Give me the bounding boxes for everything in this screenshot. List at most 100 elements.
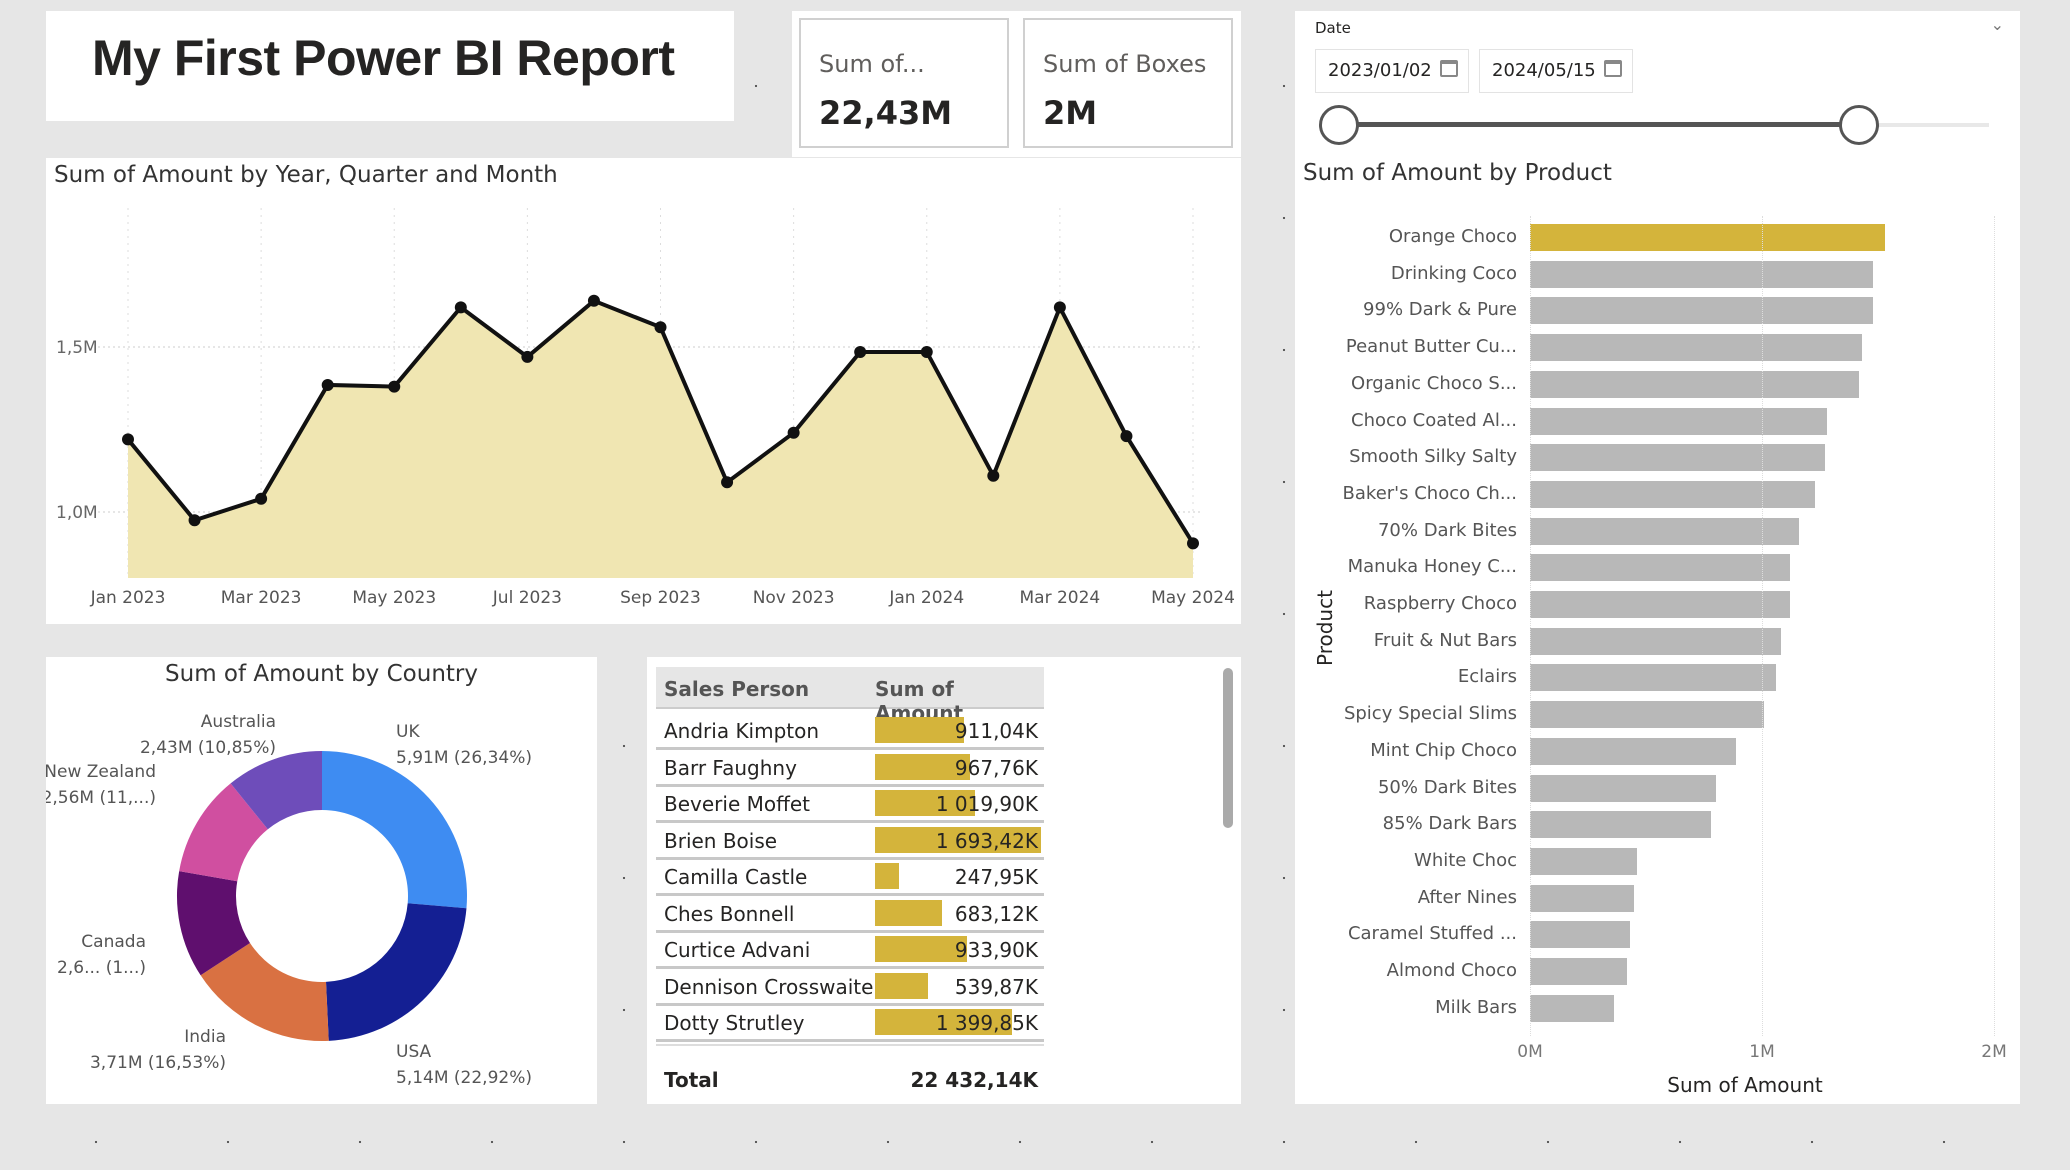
product-bar[interactable]: [1530, 480, 1816, 508]
product-bar[interactable]: [1530, 664, 1776, 692]
data-point[interactable]: [1187, 537, 1199, 550]
donut-chart-visual[interactable]: Sum of Amount by Country UK 5,91M (26,34%…: [46, 657, 597, 1104]
amount-value: 1 693,42K: [935, 828, 1038, 853]
data-point[interactable]: [654, 321, 667, 334]
data-point[interactable]: [321, 378, 334, 391]
data-point[interactable]: [1053, 301, 1066, 314]
product-bar[interactable]: [1530, 847, 1637, 875]
calendar-icon[interactable]: [1440, 60, 1458, 77]
data-bar: [875, 826, 1041, 853]
product-chart-title: Sum of Amount by Product: [1303, 160, 1612, 186]
donut-slice-australia[interactable]: [230, 751, 322, 830]
slice-value-label: 5,14M (22,92%): [396, 1068, 532, 1088]
product-bar[interactable]: [1530, 884, 1635, 912]
data-bar: [875, 753, 970, 780]
table-scrollbar[interactable]: [1223, 668, 1233, 828]
product-bar[interactable]: [1530, 958, 1628, 985]
table-header: Sales Person Sum of Amount: [656, 667, 1044, 725]
donut-slice-canada[interactable]: [177, 871, 251, 976]
category-label: Choco Coated Al...: [1351, 409, 1517, 431]
data-point[interactable]: [255, 492, 268, 505]
data-point[interactable]: [721, 476, 734, 489]
data-point[interactable]: [787, 426, 800, 439]
data-point[interactable]: [188, 514, 201, 527]
amount-value: 1 399,85K: [935, 1011, 1038, 1035]
product-bar[interactable]: [1530, 407, 1827, 435]
kpi-card-sum-amount[interactable]: Sum of... 22,43M: [799, 18, 1009, 148]
product-bar[interactable]: [1530, 334, 1862, 362]
kpi-label: Sum of Boxes: [1043, 50, 1207, 78]
product-bar[interactable]: [1530, 517, 1800, 545]
data-point[interactable]: [388, 380, 401, 393]
category-label: 70% Dark Bites: [1377, 519, 1517, 541]
table-row[interactable]: Barr Faughny 967,76K: [656, 750, 1044, 787]
data-point[interactable]: [454, 301, 467, 314]
line-chart-title: Sum of Amount by Year, Quarter and Month: [54, 162, 558, 188]
x-gridline: [1994, 216, 1995, 1036]
data-point[interactable]: [987, 469, 1000, 482]
data-bar: [875, 717, 965, 743]
end-date-input[interactable]: 2024/05/15: [1479, 49, 1633, 93]
calendar-icon[interactable]: [1604, 60, 1622, 77]
slider-handle-end[interactable]: [1839, 105, 1879, 145]
product-bar[interactable]: [1530, 701, 1765, 729]
data-point[interactable]: [1120, 430, 1133, 443]
kpi-card-sum-boxes[interactable]: Sum of Boxes 2M: [1023, 18, 1233, 148]
sales-person-name: Camilla Castle: [664, 865, 808, 889]
product-bar[interactable]: [1530, 994, 1614, 1022]
table-row[interactable]: Curtice Advani 933,90K: [656, 932, 1044, 969]
sales-person-name: Dotty Strutley: [664, 1011, 805, 1035]
product-bar[interactable]: [1530, 627, 1781, 655]
product-bar[interactable]: [1530, 260, 1874, 288]
product-bar[interactable]: [1530, 811, 1711, 839]
category-label: Smooth Silky Salty: [1349, 446, 1517, 468]
kpi-label: Sum of...: [819, 50, 925, 78]
table-divider: [656, 1044, 1044, 1046]
total-label: Total: [664, 1068, 719, 1092]
product-bar[interactable]: [1530, 444, 1825, 472]
table-row[interactable]: Dotty Strutley 1 399,85K: [656, 1005, 1044, 1042]
column-header-sales-person[interactable]: Sales Person: [664, 677, 810, 701]
data-point[interactable]: [521, 350, 534, 363]
donut-slice-new-zealand[interactable]: [179, 783, 268, 882]
data-point[interactable]: [854, 345, 867, 358]
donut-slice-india[interactable]: [200, 943, 329, 1041]
product-bar[interactable]: [1530, 774, 1716, 802]
category-label: Mint Chip Choco: [1370, 739, 1517, 761]
product-bar[interactable]: [1530, 554, 1790, 582]
x-tick-label: 1M: [1749, 1042, 1775, 1062]
chevron-down-icon[interactable]: ⌄: [1990, 15, 2004, 34]
sales-person-name: Barr Faughny: [664, 755, 797, 780]
table-row[interactable]: Brien Boise 1 693,42K: [656, 823, 1044, 860]
start-date-value: 2023/01/02: [1328, 60, 1432, 81]
start-date-input[interactable]: 2023/01/02: [1315, 49, 1469, 93]
donut-slice-uk[interactable]: [322, 751, 467, 909]
data-point[interactable]: [920, 345, 933, 358]
data-point[interactable]: [122, 433, 134, 446]
slice-value-label: 3,71M (16,53%): [90, 1053, 226, 1073]
product-bar[interactable]: [1530, 370, 1860, 398]
product-bar[interactable]: [1530, 921, 1630, 949]
category-label: Fruit & Nut Bars: [1373, 629, 1517, 651]
amount-value: 1 019,90K: [935, 792, 1038, 816]
category-label: Manuka Honey C...: [1347, 556, 1517, 578]
line-chart-visual[interactable]: Sum of Amount by Year, Quarter and Month…: [46, 158, 1241, 624]
table-row[interactable]: Andria Kimpton 911,04K: [656, 713, 1044, 750]
data-bar: [875, 790, 975, 816]
product-bar[interactable]: [1530, 591, 1790, 618]
table-row[interactable]: Beverie Moffet 1 019,90K: [656, 786, 1044, 823]
table-row[interactable]: Ches Bonnell 683,12K: [656, 896, 1044, 933]
end-date-value: 2024/05/15: [1492, 60, 1596, 81]
sales-person-table[interactable]: Sales Person Sum of Amount Andria Kimpto…: [647, 657, 1241, 1104]
table-row[interactable]: Camilla Castle 247,95K: [656, 859, 1044, 896]
product-bar[interactable]: [1530, 224, 1885, 251]
amount-value: 967,76K: [954, 755, 1038, 780]
data-point[interactable]: [587, 294, 600, 307]
product-bar[interactable]: [1530, 737, 1737, 765]
donut-slice-usa[interactable]: [325, 903, 467, 1041]
slice-name-label: India: [184, 1027, 226, 1047]
slider-handle-start[interactable]: [1319, 105, 1359, 145]
product-bar[interactable]: [1530, 297, 1874, 325]
table-row[interactable]: Dennison Crosswaite 539,87K: [656, 969, 1044, 1006]
product-bar-chart-visual[interactable]: Sum of Amount by Product Product Orange …: [1295, 156, 2020, 1104]
